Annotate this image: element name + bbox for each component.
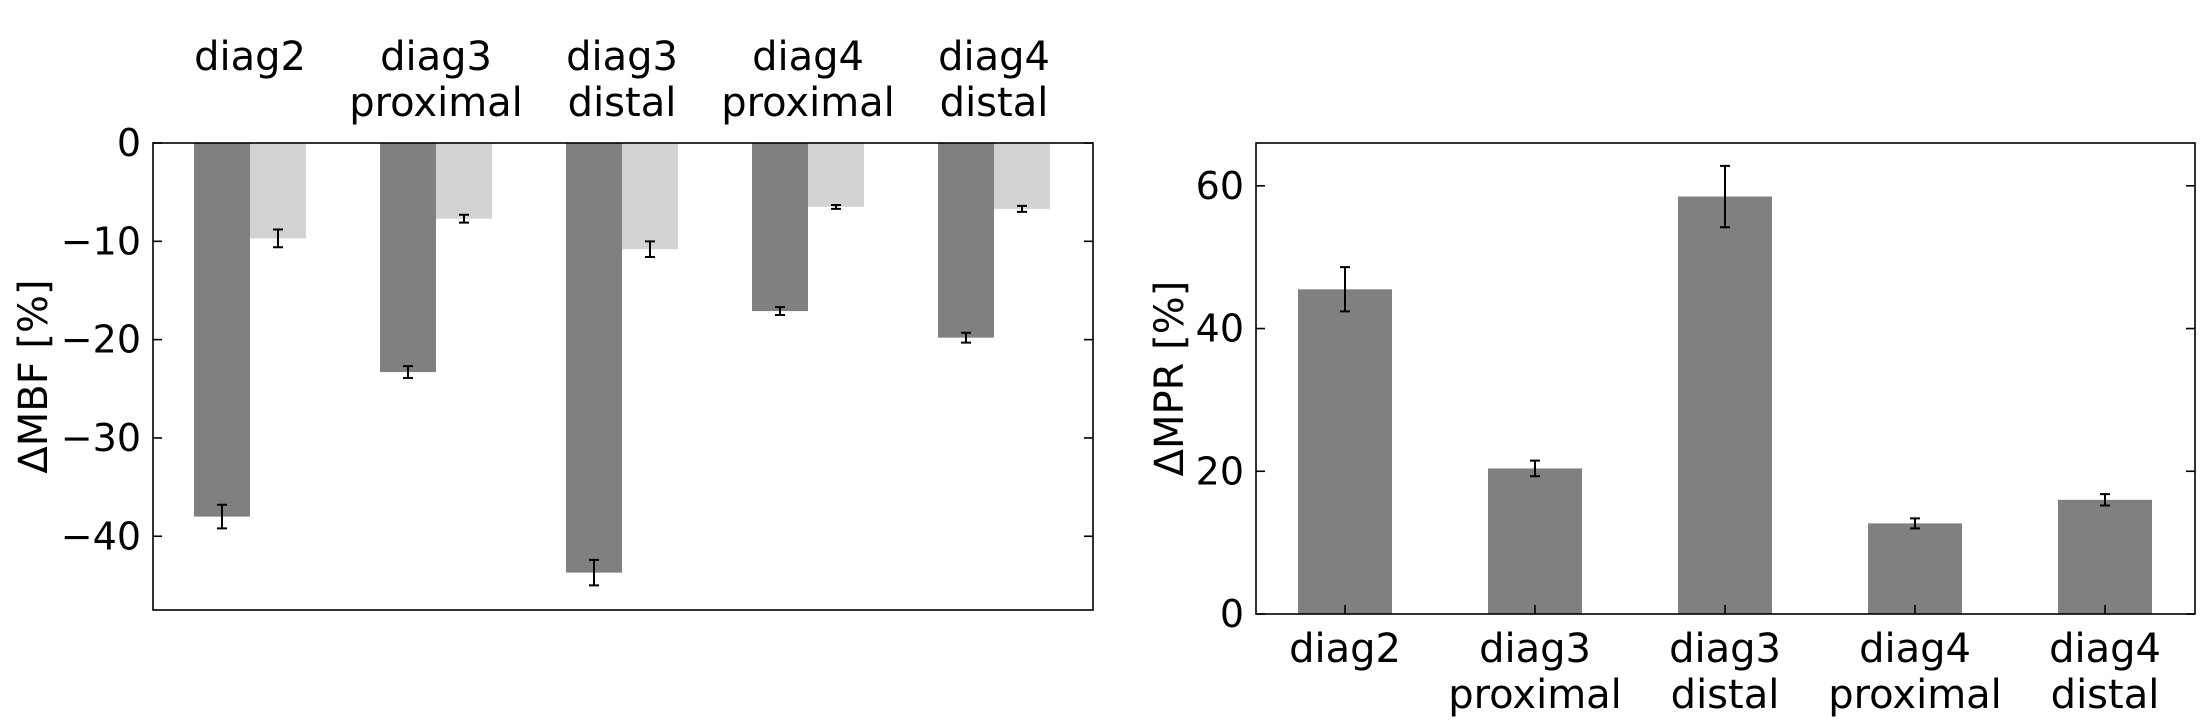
mbf-error-bar: [775, 306, 785, 317]
mbf-error-bar: [1017, 204, 1027, 213]
mbf-error-bar: [589, 558, 599, 587]
mpr-y-tick-label: 0: [1220, 592, 1244, 636]
mpr-error-bar: [1910, 517, 1920, 530]
mbf-bar-light: [436, 143, 492, 219]
mpr-y-axis-label: ΔMPR [%]: [1147, 281, 1193, 477]
mbf-error-bar: [217, 503, 227, 530]
mpr-x-tick-label: diag3: [1669, 626, 1781, 672]
mbf-error-bar: [645, 240, 655, 259]
mpr-error-bar: [1720, 164, 1730, 229]
mbf-x-tick-label: diag4: [752, 34, 864, 80]
mbf-y-tick-label: −20: [61, 318, 141, 362]
mbf-bar-dark: [938, 143, 994, 338]
mpr-x-tick-label-line2: distal: [2051, 672, 2160, 718]
mbf-bar-light: [250, 143, 306, 239]
mpr-bar-dark: [1298, 289, 1392, 614]
mpr-x-tick-label-line2: distal: [1671, 672, 1780, 718]
mbf-y-axis-label: ΔMBF [%]: [11, 279, 57, 473]
mbf-bar-dark: [752, 143, 808, 312]
mpr-x-tick-label: diag2: [1289, 626, 1401, 672]
mbf-bar-dark: [566, 143, 622, 573]
mbf-x-tick-label: diag4: [938, 34, 1050, 80]
mpr-x-tick-label: diag3: [1479, 626, 1591, 672]
mpr-bar-dark: [1488, 468, 1582, 614]
mbf-bar-dark: [380, 143, 436, 373]
mpr-error-bar: [1530, 459, 1540, 478]
mbf-x-tick-label-line2: proximal: [349, 80, 523, 126]
mpr-x-tick-label: diag4: [1859, 626, 1971, 672]
mbf-error-bar: [403, 365, 413, 379]
mbf-x-tick-label-line2: distal: [940, 80, 1049, 126]
mbf-error-bar: [273, 228, 283, 249]
mpr-bar-dark: [1868, 523, 1962, 614]
mbf-y-tick-label: −40: [61, 514, 141, 558]
mpr-bar-dark: [1678, 196, 1772, 615]
mbf-y-tick-label: 0: [117, 121, 141, 165]
mpr-y-tick-label: 40: [1196, 307, 1244, 351]
mbf-x-tick-label: diag2: [194, 34, 306, 80]
mbf-plot-frame: [152, 142, 1094, 611]
mbf-bar-dark: [194, 143, 250, 517]
mbf-x-tick-label-line2: distal: [568, 80, 677, 126]
mbf-x-tick-label: diag3: [380, 34, 492, 80]
mpr-bar-dark: [2058, 499, 2152, 614]
mpr-error-bar: [1340, 266, 1350, 313]
mpr-x-tick-label-line2: proximal: [1448, 672, 1622, 718]
mbf-x-tick-label-line2: proximal: [721, 80, 895, 126]
mbf-error-bar: [831, 203, 841, 210]
mpr-x-tick-label-line2: proximal: [1828, 672, 2002, 718]
mpr-plot-frame: [1255, 142, 2196, 615]
mbf-x-tick-label: diag3: [566, 34, 678, 80]
mbf-y-tick-label: −30: [61, 416, 141, 460]
mbf-bar-light: [994, 143, 1050, 209]
mbf-error-bar: [961, 331, 971, 344]
mpr-x-tick-label: diag4: [2049, 626, 2161, 672]
mpr-error-bar: [2100, 493, 2110, 507]
mbf-chart: 0−10−20−30−40 diag2 diag3proximaldiag3dis…: [11, 34, 1094, 611]
mbf-y-tick-label: −10: [61, 219, 141, 263]
mbf-bar-light: [622, 143, 678, 250]
mbf-bar-light: [808, 143, 864, 207]
mpr-y-tick-label: 60: [1196, 164, 1244, 208]
mpr-y-tick-label: 20: [1196, 449, 1244, 493]
mbf-error-bar: [459, 213, 469, 224]
